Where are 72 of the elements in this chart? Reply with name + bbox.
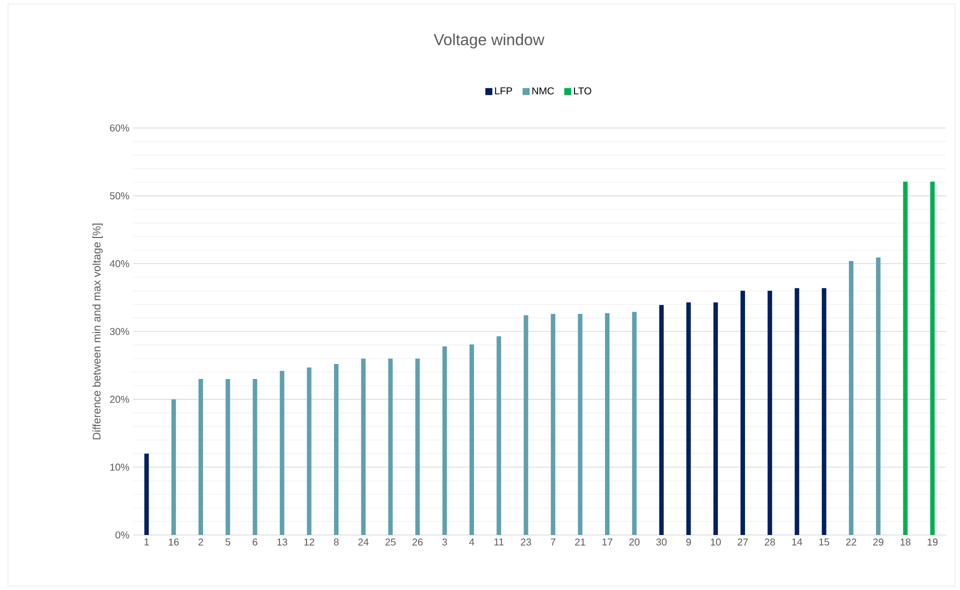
bar [550,314,556,535]
bar [415,358,420,535]
bar [198,378,204,535]
y-tick-label: 50% [110,192,130,200]
bar [524,315,528,535]
bar [903,182,908,535]
bar [470,344,474,535]
x-tick-label: 24 [358,538,369,546]
bar [306,367,312,535]
x-tick-label: 30 [656,538,667,546]
x-tick-label: 23 [520,538,532,546]
x-tick-label: 20 [629,538,640,546]
x-tick-label: 2 [198,538,204,546]
bar [496,336,502,535]
bar [144,454,149,535]
bar [768,290,772,535]
x-tick-label: 5 [225,538,230,546]
y-tick-label: 0% [115,531,130,539]
x-tick-label: 13 [277,538,288,546]
bar [252,378,258,535]
bar [686,302,691,535]
x-tick-label: 17 [602,538,612,546]
y-tick-label: 20% [110,396,130,403]
y-tick-label: 10% [110,464,130,471]
x-tick-label: 14 [792,538,802,546]
bar [605,313,610,535]
x-tick-label: 11 [494,538,504,546]
x-tick-label: 26 [412,538,423,546]
chart-title: Voltage window [434,34,544,48]
x-tick-label: 7 [550,538,556,546]
bar [876,258,881,535]
bar [713,302,718,535]
x-tick-label: 19 [928,538,938,546]
x-tick-label: 18 [900,538,910,546]
bar [659,305,664,535]
bar [171,399,176,535]
x-tick-label: 25 [385,538,396,546]
x-tick-label: 16 [168,538,179,546]
bar [740,290,746,535]
x-tick-label: 4 [469,538,474,546]
y-axis-title: Difference between min and max voltage [%] [92,224,103,440]
bar [334,364,339,535]
x-tick-label: 6 [252,538,258,546]
bar [361,358,366,535]
x-tick-label: 8 [334,538,339,546]
bar [578,314,582,535]
legend-label: NMC [532,87,554,94]
x-tick-label: 21 [575,538,586,546]
x-tick-label: 12 [304,538,314,546]
bar [848,260,854,535]
x-tick-label: 1 [144,538,149,546]
bar [226,378,230,535]
bar [280,370,284,535]
bar [442,346,447,535]
x-tick-label: 22 [846,538,856,546]
x-tick-label: 27 [738,538,748,546]
x-tick-label: 9 [686,538,691,546]
legend-label: LTO [574,87,592,94]
x-tick-label: 28 [764,538,775,546]
bar [930,182,935,535]
y-tick-label: 30% [110,328,130,336]
y-tick-label: 40% [110,260,130,268]
bar [388,358,393,535]
x-tick-label: 10 [710,538,721,546]
y-tick-label: 60% [110,124,130,132]
bar [632,312,637,535]
x-tick-label: 15 [819,538,830,546]
x-tick-label: 3 [442,538,447,546]
legend-label: LFP [495,87,512,94]
bar [794,288,800,535]
x-tick-label: 29 [873,538,884,546]
bar [822,288,826,535]
